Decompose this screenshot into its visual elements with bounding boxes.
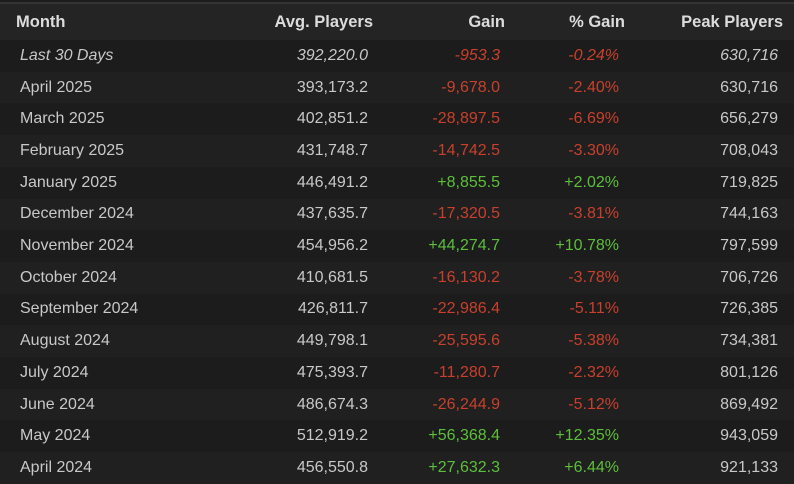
table-row: May 2024 512,919.2 +56,368.4 +12.35% 943,059: [0, 420, 794, 452]
header-cell: Avg. Players: [274, 12, 373, 31]
peak-players-cell: 630,716: [720, 46, 778, 64]
gain-cell: -17,320.5: [432, 205, 500, 223]
avg-players-cell: 402,851.2: [296, 110, 368, 128]
table-row: March 2025 402,851.2 -28,897.5 -6.69% 656,27…: [0, 103, 794, 135]
pct-gain-cell: -5.12%: [568, 395, 619, 413]
gain-cell: -28,897.5: [432, 110, 500, 128]
month-cell: Last 30 Days: [20, 46, 114, 64]
month-cell: March 2025: [20, 110, 105, 128]
table-row: November 2024 454,956.2 +44,274.7 +10.78% 79…: [0, 230, 794, 262]
peak-players-cell: 734,381: [720, 332, 778, 350]
month-cell: December 2024: [20, 205, 134, 223]
month-cell: November 2024: [20, 237, 134, 255]
pct-gain-cell: -0.24%: [568, 46, 619, 64]
pct-gain-cell: +12.35%: [555, 427, 619, 445]
avg-players-cell: 426,811.7: [298, 300, 368, 318]
gain-cell: -14,742.5: [432, 141, 500, 159]
table-row: September 2024 426,811.7 -22,986.4 -5.11% 72…: [0, 294, 794, 326]
month-cell: April 2024: [20, 458, 93, 476]
pct-gain-cell: -3.78%: [568, 268, 619, 286]
pct-gain-cell: +6.44%: [564, 458, 619, 476]
pct-gain-cell: -3.30%: [568, 141, 619, 159]
avg-players-cell: 446,491.2: [296, 173, 368, 191]
table-row: April 2024 456,550.8 +27,632.3 +6.44% 921,13…: [0, 452, 794, 484]
month-cell: May 2024: [20, 427, 91, 445]
avg-players-cell: 475,393.7: [296, 363, 368, 381]
peak-players-cell: 726,385: [720, 300, 778, 318]
avg-players-cell: 393,173.2: [296, 78, 368, 96]
month-cell: April 2025: [20, 78, 93, 96]
gain-cell: -953.3: [454, 46, 500, 64]
month-cell: June 2024: [20, 395, 95, 413]
gain-cell: -22,986.4: [432, 300, 500, 318]
pct-gain-cell: -3.81%: [568, 205, 619, 223]
table-row: June 2024 486,674.3 -26,244.9 -5.12% 869,492: [0, 388, 794, 421]
avg-players-cell: 456,550.8: [296, 458, 368, 476]
peak-players-cell: 943,059: [720, 427, 778, 445]
peak-players-cell: 630,716: [720, 78, 778, 96]
gain-cell: +56,368.4: [428, 427, 500, 445]
avg-players-cell: 431,748.7: [296, 141, 368, 159]
peak-players-cell: 719,825: [720, 173, 778, 191]
table-row: January 2025 446,491.2 +8,855.5 +2.02% 719,8…: [0, 167, 794, 199]
peak-players-cell: 706,726: [720, 268, 778, 286]
pct-gain-cell: -2.40%: [568, 78, 619, 96]
avg-players-cell: 392,220.0: [296, 46, 368, 64]
pct-gain-cell: -5.11%: [569, 300, 619, 318]
peak-players-cell: 797,599: [720, 237, 778, 255]
avg-players-cell: 486,674.3: [296, 395, 368, 413]
pct-gain-cell: +2.02%: [564, 173, 619, 191]
avg-players-cell: 512,919.2: [296, 427, 368, 445]
gain-cell: -26,244.9: [432, 395, 500, 413]
pct-gain-cell: -6.69%: [568, 110, 619, 128]
gain-cell: -9,678.0: [441, 78, 500, 96]
month-cell: January 2025: [20, 173, 117, 191]
header-cell: % Gain: [569, 12, 625, 31]
month-cell: July 2024: [20, 363, 89, 381]
pct-gain-cell: -5.38%: [568, 332, 619, 350]
peak-players-cell: 656,279: [720, 110, 778, 128]
avg-players-cell: 437,635.7: [296, 205, 368, 223]
table-row: August 2024 449,798.1 -25,595.6 -5.38% 734,3…: [0, 325, 794, 357]
avg-players-cell: 410,681.5: [296, 268, 368, 286]
table-row: Last 30 Days 392,220.0 -953.3 -0.24% 630,716: [0, 40, 794, 72]
table-row: October 2024 410,681.5 -16,130.2 -3.78% 706,…: [0, 261, 794, 294]
gain-cell: +27,632.3: [428, 458, 500, 476]
gain-cell: -11,280.7: [433, 363, 500, 381]
avg-players-cell: 449,798.1: [296, 332, 368, 350]
month-cell: August 2024: [20, 332, 110, 350]
avg-players-cell: 454,956.2: [296, 237, 368, 255]
table-row: February 2025 431,748.7 -14,742.5 -3.30% 708…: [0, 135, 794, 167]
peak-players-cell: 801,126: [720, 363, 778, 381]
header-cell: Gain: [468, 12, 505, 31]
month-cell: October 2024: [20, 268, 117, 286]
gain-cell: +8,855.5: [437, 173, 500, 191]
table-row: July 2024 475,393.7 -11,280.7 -2.32% 801,126: [0, 357, 794, 389]
peak-players-cell: 921,133: [720, 458, 778, 476]
header-cell: Month: [16, 12, 66, 31]
month-cell: February 2025: [20, 141, 125, 159]
month-cell: September 2024: [20, 300, 139, 318]
table-row: April 2025 393,173.2 -9,678.0 -2.40% 630,716: [0, 71, 794, 104]
header-cell: Peak Players: [681, 12, 783, 31]
table-row: December 2024 437,635.7 -17,320.5 -3.81% 744…: [0, 198, 794, 231]
peak-players-cell: 744,163: [720, 205, 778, 223]
gain-cell: +44,274.7: [428, 237, 500, 255]
pct-gain-cell: +10.78%: [555, 237, 619, 255]
peak-players-cell: 708,043: [720, 141, 778, 159]
pct-gain-cell: -2.32%: [568, 363, 619, 381]
gain-cell: -16,130.2: [432, 268, 500, 286]
peak-players-cell: 869,492: [720, 395, 778, 413]
gain-cell: -25,595.6: [432, 332, 500, 350]
header-row: Month Avg. Players Gain % Gain Peak Players: [0, 2, 794, 40]
